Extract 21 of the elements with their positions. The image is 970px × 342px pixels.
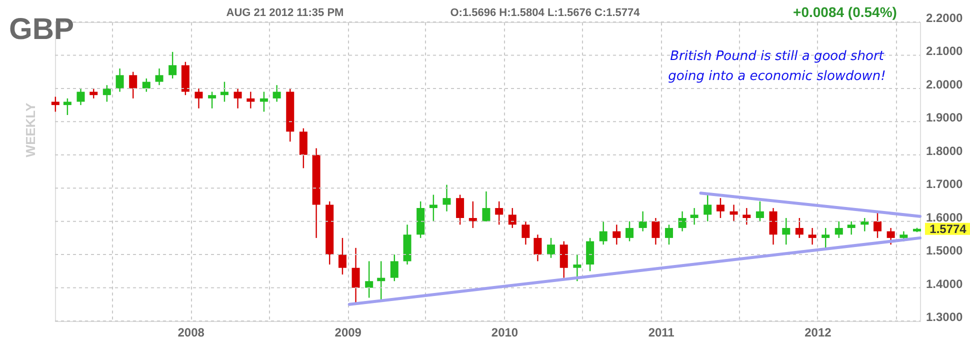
y-tick-label: 2.0000	[926, 77, 964, 92]
y-tick-label: 1.6000	[926, 210, 964, 224]
y-tick-label: 2.1000	[926, 44, 964, 58]
chart-title: GBP	[9, 13, 74, 46]
text: +0.0084 (0.54%)	[793, 4, 897, 20]
annotation: 1.5774	[930, 222, 967, 236]
annotation: British Pound is still a good short going into a economic slowdown!	[668, 49, 886, 84]
x-tick-label: 2008	[178, 326, 205, 340]
x-tick-label: 2009	[334, 326, 362, 340]
y-tick-label: 1.9000	[926, 110, 964, 125]
y-tick-label: 1.8000	[926, 144, 964, 158]
y-tick-label: 1.4000	[926, 276, 964, 291]
x-tick-label: 2012	[804, 326, 832, 340]
y-tick-label: 1.7000	[926, 177, 964, 192]
x-tick-label: 2010	[491, 326, 518, 340]
text: O:1.5696 H:1.5804 L:1.5676 C:1.5774	[450, 7, 641, 19]
chart-subtitle: AUG 21 2012 11:35 PM	[226, 7, 344, 19]
y-tick-label: 2.2000	[926, 11, 964, 25]
y-tick-label: 1.5000	[926, 244, 964, 258]
y-tick-label: 1.3000	[926, 310, 964, 324]
x-tick-label: 2011	[648, 326, 675, 340]
